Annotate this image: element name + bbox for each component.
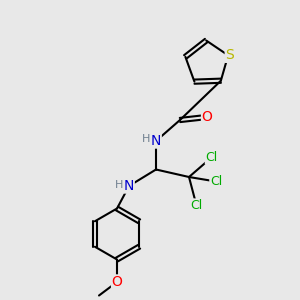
Text: H: H <box>115 179 124 190</box>
Text: Cl: Cl <box>190 199 202 212</box>
Text: H: H <box>142 134 151 145</box>
Text: Cl: Cl <box>206 151 218 164</box>
Text: Cl: Cl <box>210 175 222 188</box>
Text: N: N <box>124 179 134 193</box>
Text: N: N <box>151 134 161 148</box>
Text: O: O <box>202 110 212 124</box>
Text: O: O <box>112 275 122 289</box>
Text: S: S <box>225 48 234 62</box>
